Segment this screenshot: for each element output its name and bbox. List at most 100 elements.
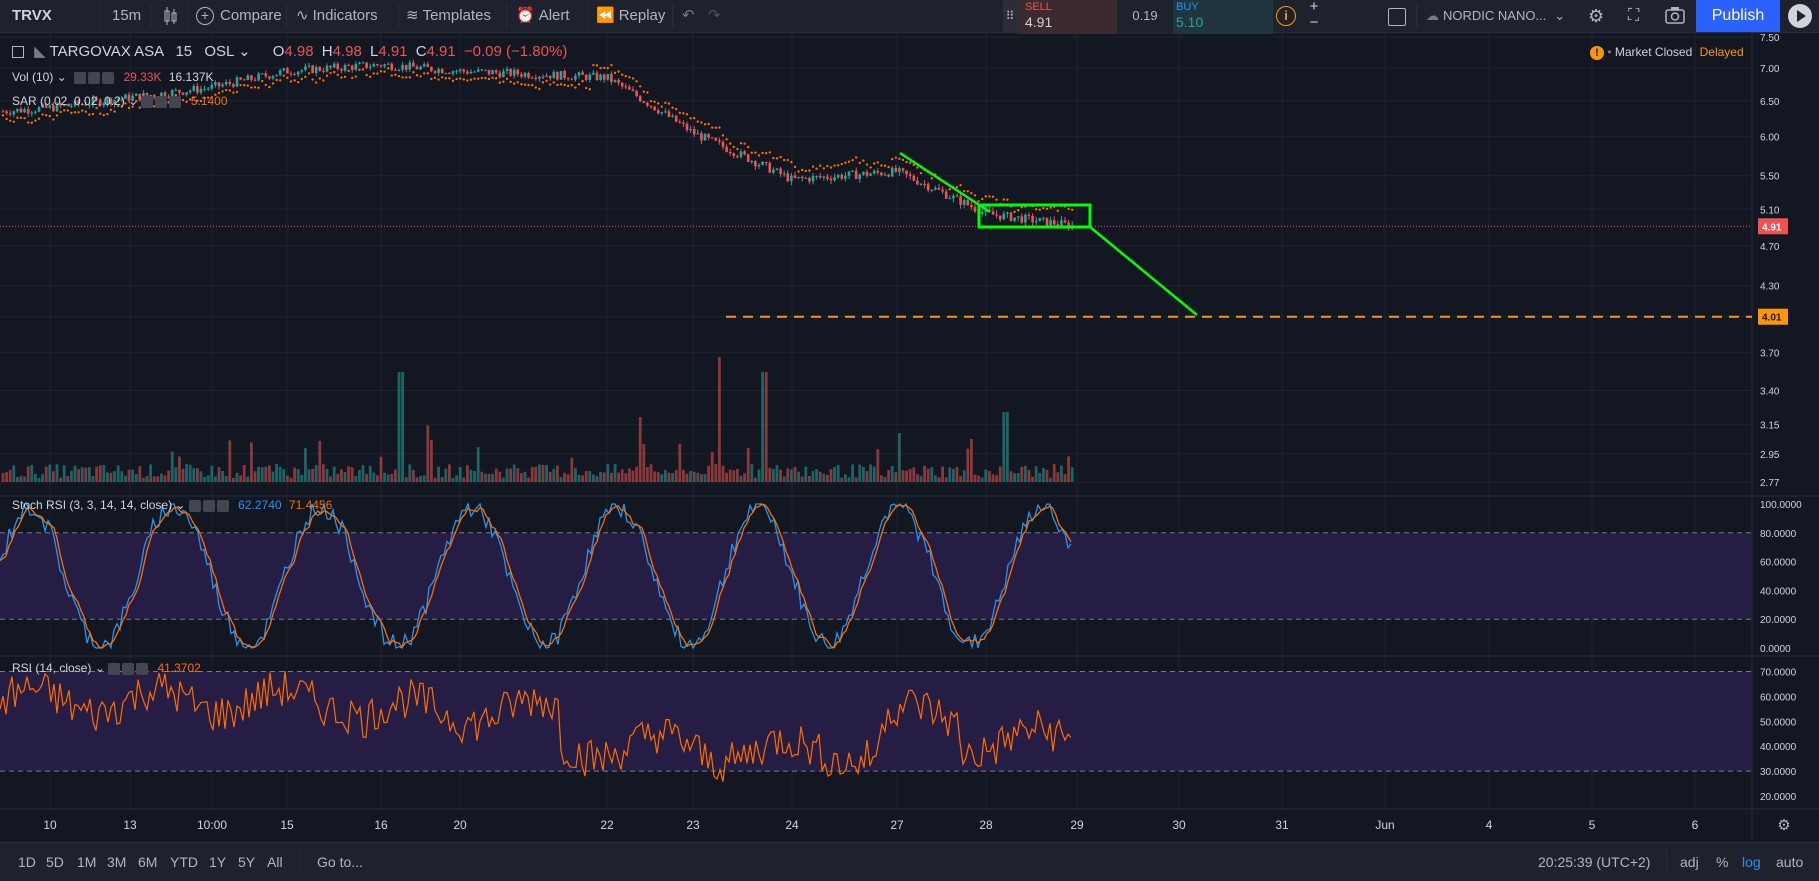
goto-button[interactable]: Go to... bbox=[317, 854, 363, 870]
fullscreen-icon[interactable]: ⛶ bbox=[1628, 7, 1640, 24]
gear-icon[interactable] bbox=[155, 95, 168, 108]
range-5y[interactable]: 5Y bbox=[238, 854, 256, 870]
eye-icon[interactable] bbox=[74, 71, 87, 84]
play-icon[interactable] bbox=[1788, 4, 1812, 28]
sar-dot bbox=[181, 98, 185, 102]
sar-dot bbox=[315, 81, 318, 84]
volume-bar bbox=[844, 474, 847, 482]
clock-readout[interactable]: 20:25:39 (UTC+2) bbox=[1538, 854, 1651, 870]
replay-button[interactable]: ⏪ Replay bbox=[596, 0, 665, 32]
eye-icon[interactable] bbox=[188, 499, 201, 512]
volume-bar bbox=[804, 466, 808, 482]
info-icon[interactable]: i bbox=[1276, 6, 1296, 26]
collapse-icon[interactable] bbox=[12, 46, 24, 59]
time-tick-label: 10:00 bbox=[197, 818, 227, 832]
sar-dot bbox=[271, 82, 275, 85]
drawings[interactable] bbox=[0, 151, 1752, 318]
compare-button[interactable]: + Compare bbox=[196, 0, 282, 32]
volume-bar bbox=[692, 471, 696, 482]
range-6m[interactable]: 6M bbox=[138, 854, 158, 870]
trend-line-down[interactable] bbox=[899, 151, 991, 214]
undo-icon[interactable]: ↶ bbox=[682, 7, 695, 24]
quantity-minus-icon[interactable]: − bbox=[1309, 14, 1319, 31]
checkbox-icon[interactable] bbox=[1388, 8, 1406, 26]
redo-icon[interactable]: ↷ bbox=[708, 7, 721, 24]
volume-bar bbox=[275, 463, 278, 482]
candle-body bbox=[746, 154, 750, 162]
volume-bar bbox=[811, 471, 815, 482]
drag-handle-icon[interactable]: ⠿ bbox=[1003, 0, 1017, 32]
close-icon[interactable] bbox=[102, 71, 115, 84]
range-all[interactable]: All bbox=[267, 854, 283, 870]
publish-button[interactable]: Publish bbox=[1696, 0, 1780, 32]
gear-icon[interactable]: ⚙ bbox=[1588, 6, 1605, 26]
projection-line[interactable] bbox=[1089, 226, 1198, 316]
gear-icon[interactable] bbox=[88, 71, 101, 84]
eye-icon[interactable] bbox=[108, 662, 121, 675]
range-3m[interactable]: 3M bbox=[107, 854, 127, 870]
chart-area[interactable]: 7.50 7.00 6.50 6.00 5.50 5.10 4.70 4.30 4.01 3.70… bbox=[0, 33, 1819, 842]
buy-button[interactable]: BUY 5.10 bbox=[1173, 0, 1273, 34]
divider bbox=[672, 4, 673, 28]
volume-bar bbox=[916, 474, 919, 482]
close-icon[interactable] bbox=[169, 95, 182, 108]
alert-button[interactable]: ⏰ Alert bbox=[516, 0, 570, 32]
volume-bar bbox=[574, 467, 577, 482]
auto-toggle[interactable]: auto bbox=[1776, 854, 1804, 870]
candle-body bbox=[714, 137, 718, 141]
volume-bar bbox=[635, 466, 638, 482]
close-icon[interactable] bbox=[136, 662, 149, 675]
sar-dot bbox=[505, 77, 509, 80]
range-5d[interactable]: 5D bbox=[46, 854, 64, 870]
percent-toggle[interactable]: % bbox=[1716, 854, 1729, 870]
candle-body bbox=[152, 95, 156, 97]
sar-dot bbox=[203, 96, 206, 100]
candle-body bbox=[869, 173, 872, 176]
candle-body bbox=[797, 176, 800, 178]
candle-body bbox=[653, 106, 656, 111]
quantity-plus-icon[interactable]: + bbox=[1309, 0, 1319, 15]
divider bbox=[188, 4, 189, 28]
range-ytd[interactable]: YTD bbox=[170, 854, 198, 870]
volume-bar bbox=[527, 477, 530, 482]
candle-body bbox=[865, 171, 869, 176]
indicators-button[interactable]: ∿ Indicators bbox=[296, 0, 378, 32]
volume-bar bbox=[131, 469, 134, 482]
divider bbox=[1666, 850, 1667, 874]
spread-value: 0.19 bbox=[1117, 0, 1173, 34]
sell-button[interactable]: SELL 4.91 bbox=[1017, 0, 1117, 34]
gear-icon[interactable] bbox=[202, 499, 215, 512]
stoch-tick-label: 100.0000 bbox=[1760, 500, 1802, 511]
rsi-line bbox=[0, 671, 1072, 782]
close-icon[interactable] bbox=[216, 499, 229, 512]
templates-button[interactable]: ≋ Templates bbox=[406, 0, 491, 32]
sar-dot bbox=[16, 116, 19, 119]
chart-style-button[interactable] bbox=[160, 0, 182, 32]
sar-label: SAR (0.02, 0.02, 0.2) bbox=[12, 94, 125, 108]
range-1m[interactable]: 1M bbox=[77, 854, 97, 870]
interval-button[interactable]: 15m bbox=[112, 7, 142, 24]
sar-dot bbox=[246, 84, 249, 87]
candle-body bbox=[430, 66, 433, 71]
volume-bar bbox=[246, 476, 250, 482]
sar-dot bbox=[797, 170, 800, 173]
range-1d[interactable]: 1D bbox=[18, 854, 36, 870]
candle-body bbox=[635, 90, 638, 97]
candle-body bbox=[394, 69, 397, 71]
range-1y[interactable]: 1Y bbox=[209, 854, 227, 870]
axis-settings-gear-icon[interactable]: ⚙ bbox=[1777, 817, 1790, 834]
eye-icon[interactable] bbox=[141, 95, 154, 108]
volume-bar bbox=[232, 477, 235, 482]
adj-toggle[interactable]: adj bbox=[1680, 854, 1699, 870]
volume-bar bbox=[361, 465, 365, 482]
time-tick-label: Jun bbox=[1375, 818, 1394, 832]
sar-dot bbox=[498, 81, 501, 84]
volume-bar bbox=[649, 464, 653, 482]
candle-body bbox=[88, 104, 91, 106]
consolidation-box[interactable] bbox=[977, 203, 1092, 229]
broker-selector[interactable]: ☁ NORDIC NANO... ⌄ bbox=[1426, 0, 1565, 32]
gear-icon[interactable] bbox=[122, 662, 135, 675]
symbol-search[interactable]: TRVX bbox=[12, 7, 52, 24]
camera-icon[interactable] bbox=[1664, 0, 1686, 32]
log-toggle[interactable]: log bbox=[1742, 854, 1761, 870]
